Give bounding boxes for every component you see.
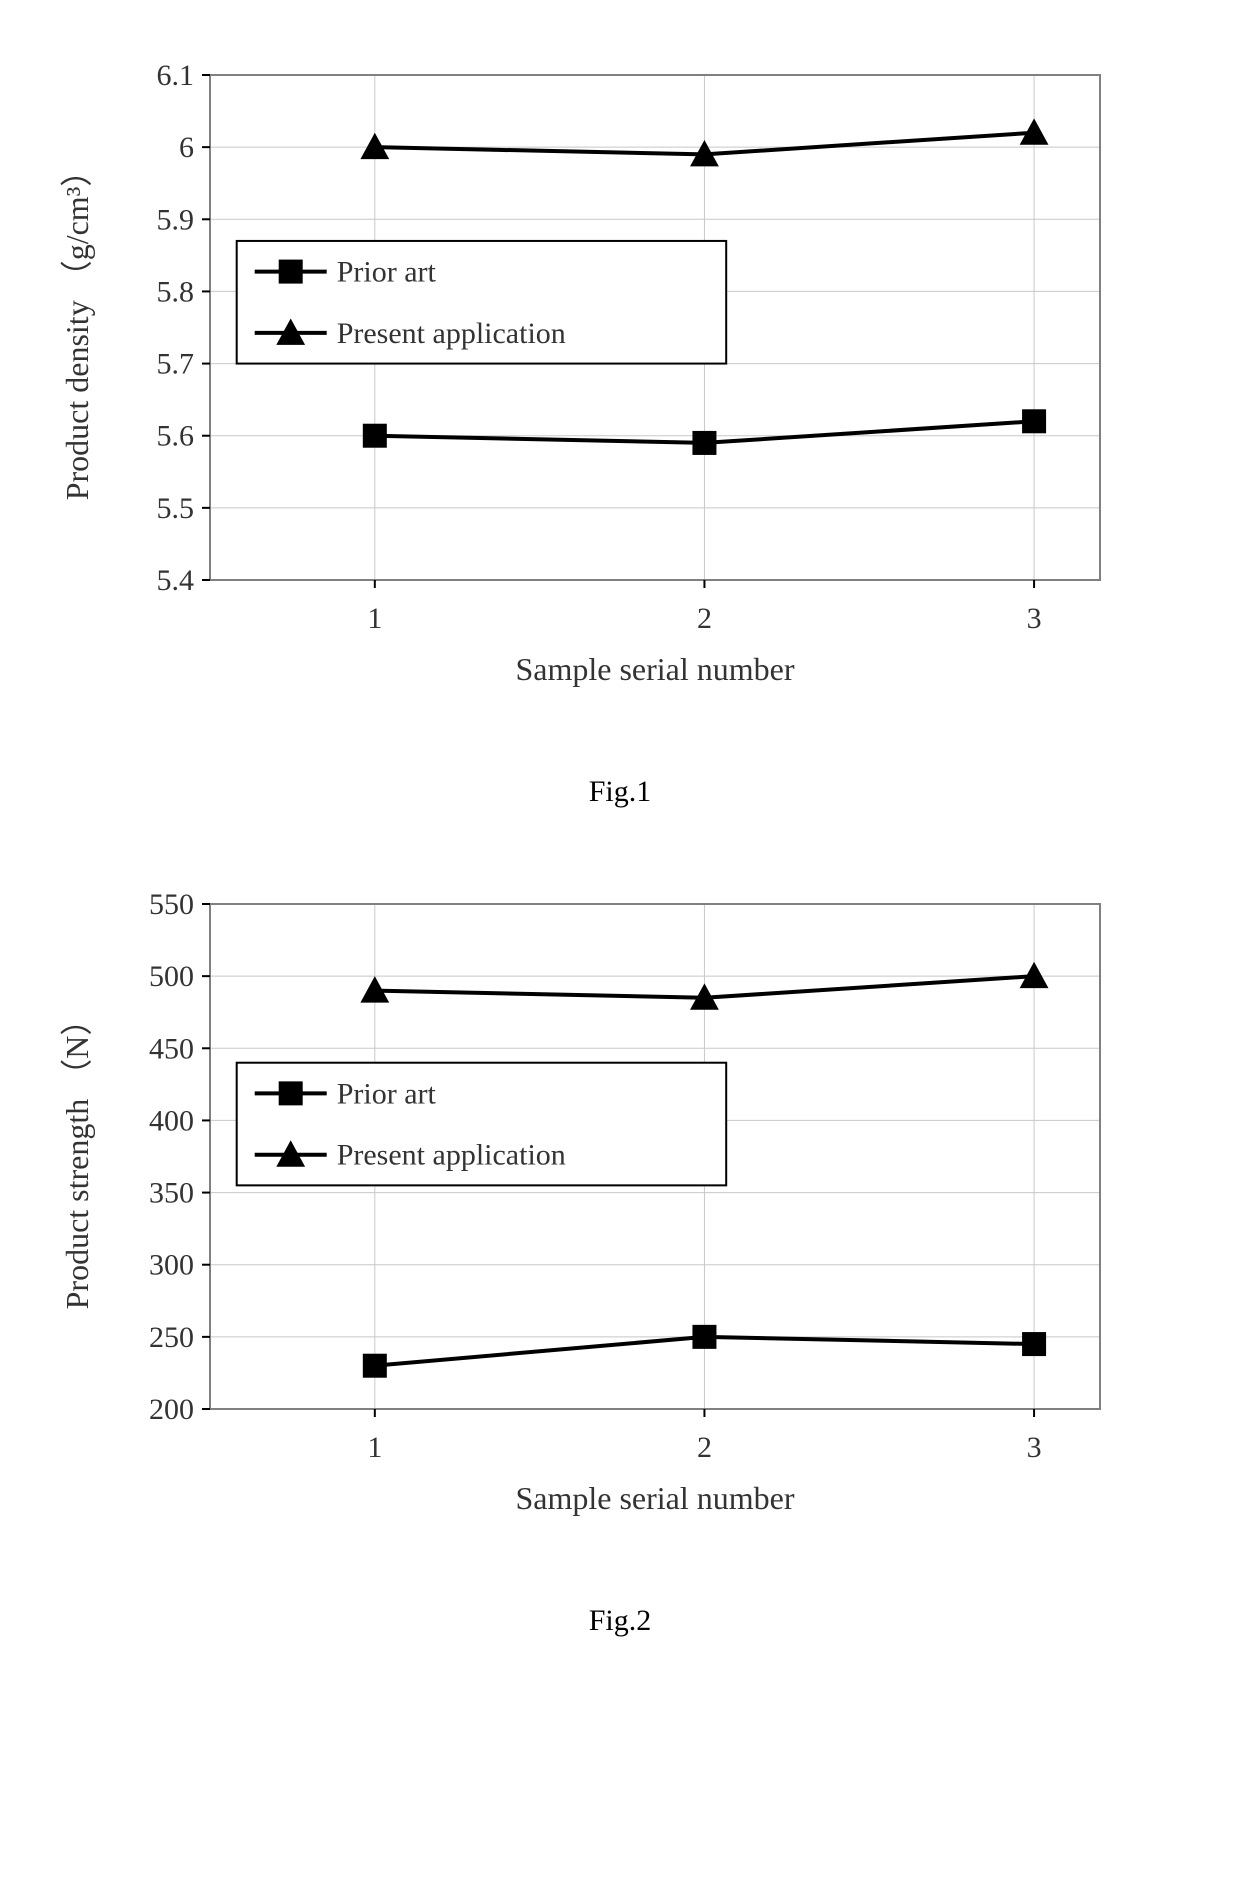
svg-text:2: 2 [697,602,712,635]
svg-text:3: 3 [1027,602,1042,635]
svg-text:3: 3 [1027,1431,1042,1464]
fig1-caption: Fig.1 [40,775,1200,809]
svg-text:250: 250 [149,1321,194,1354]
svg-text:350: 350 [149,1177,194,1210]
svg-text:2: 2 [697,1431,712,1464]
svg-text:5.7: 5.7 [157,348,195,381]
svg-text:300: 300 [149,1249,194,1282]
svg-text:Present application: Present application [337,317,566,350]
fig2-caption: Fig.2 [40,1604,1200,1638]
svg-text:5.9: 5.9 [157,203,195,236]
figure-1: 5.4 5.5 5.6 5.7 5.8 5.9 6 6.1 1 2 3 Sample serial n… [40,40,1200,809]
svg-text:200: 200 [149,1393,194,1426]
svg-text:1: 1 [367,602,382,635]
strength-chart: 200 250 300 350 400 450 500 550 1 2 3 Sample serial… [40,869,1200,1574]
svg-text:Sample serial number: Sample serial number [515,651,794,687]
density-chart: 5.4 5.5 5.6 5.7 5.8 5.9 6 6.1 1 2 3 Sample serial n… [40,40,1200,745]
svg-text:500: 500 [149,960,194,993]
figure-2: 200 250 300 350 400 450 500 550 1 2 3 Sample serial… [40,869,1200,1638]
svg-text:Sample serial number: Sample serial number [515,1480,794,1516]
svg-text:Product density （g/cm³）: Product density （g/cm³） [59,155,95,501]
svg-text:1: 1 [367,1431,382,1464]
svg-text:5.5: 5.5 [157,492,195,525]
svg-text:400: 400 [149,1104,194,1137]
svg-text:Prior art: Prior art [337,256,437,289]
svg-text:5.4: 5.4 [157,564,195,597]
svg-text:450: 450 [149,1032,194,1065]
svg-text:Product strength （N）: Product strength （N） [59,1004,95,1310]
svg-text:550: 550 [149,888,194,921]
svg-text:6: 6 [179,131,194,164]
svg-text:6.1: 6.1 [157,59,195,92]
svg-text:5.6: 5.6 [157,420,195,453]
svg-text:5.8: 5.8 [157,275,195,308]
svg-text:Present application: Present application [337,1139,566,1172]
svg-text:Prior art: Prior art [337,1077,437,1110]
